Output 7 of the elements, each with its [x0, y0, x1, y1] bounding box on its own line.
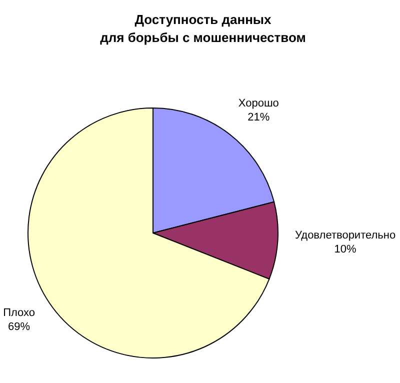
slice-label: Хорошо — [238, 98, 279, 110]
data-label: 10% — [334, 244, 357, 256]
data-label: 21% — [248, 112, 270, 124]
slice-label: Удовлетворительно — [295, 230, 396, 242]
data-label: 69% — [8, 321, 30, 334]
chart-title: Доступность данных для борьбы с мошенничеством — [100, 12, 306, 45]
slice-label: Плохо — [3, 307, 36, 320]
